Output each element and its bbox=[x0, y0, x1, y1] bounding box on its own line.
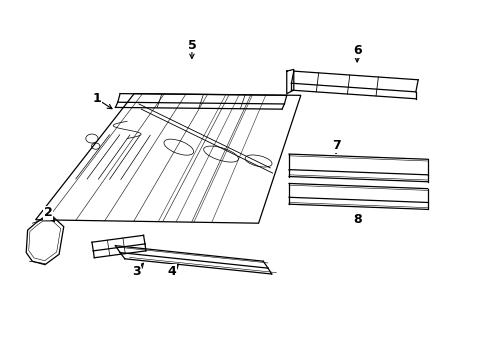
Text: 4: 4 bbox=[167, 265, 176, 278]
Text: 1: 1 bbox=[92, 92, 101, 105]
Text: 2: 2 bbox=[44, 206, 53, 219]
Text: 3: 3 bbox=[132, 265, 141, 278]
Text: 6: 6 bbox=[352, 44, 361, 57]
Text: 7: 7 bbox=[331, 139, 340, 152]
Text: 5: 5 bbox=[187, 39, 196, 52]
Text: 8: 8 bbox=[352, 213, 361, 226]
